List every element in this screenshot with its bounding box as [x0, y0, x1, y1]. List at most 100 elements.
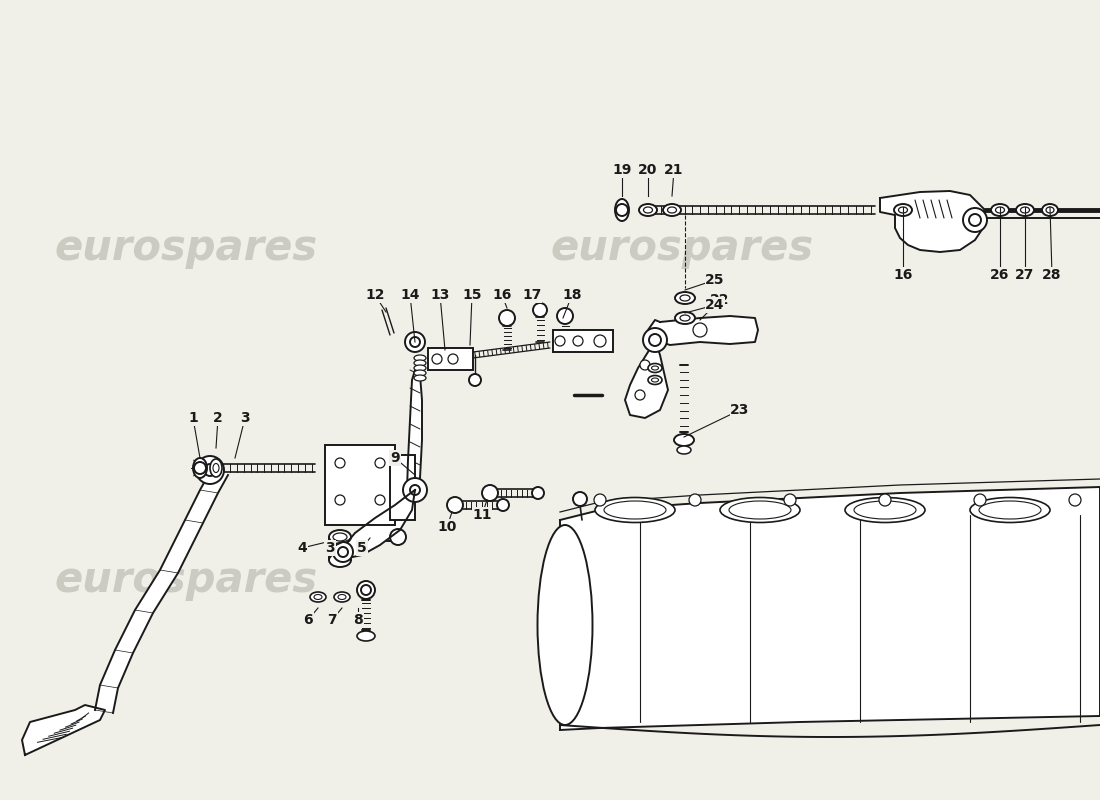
Ellipse shape — [639, 204, 657, 216]
Polygon shape — [407, 360, 422, 490]
Text: eurospares: eurospares — [55, 227, 318, 269]
Circle shape — [534, 303, 547, 317]
Ellipse shape — [314, 594, 322, 599]
Text: 15: 15 — [462, 288, 482, 302]
Text: 25: 25 — [705, 273, 725, 287]
Circle shape — [557, 308, 573, 324]
Text: 21: 21 — [664, 163, 684, 177]
Ellipse shape — [414, 375, 426, 381]
Ellipse shape — [329, 553, 351, 567]
Ellipse shape — [414, 365, 426, 371]
Ellipse shape — [414, 355, 426, 361]
Text: 11: 11 — [472, 508, 492, 522]
Text: 22: 22 — [711, 293, 729, 307]
Circle shape — [432, 354, 442, 364]
Circle shape — [482, 485, 498, 501]
Ellipse shape — [358, 631, 375, 641]
Ellipse shape — [414, 360, 426, 366]
Circle shape — [1069, 494, 1081, 506]
Ellipse shape — [991, 204, 1009, 216]
Text: 5: 5 — [358, 541, 367, 555]
Ellipse shape — [1016, 204, 1034, 216]
Polygon shape — [648, 316, 758, 345]
Ellipse shape — [668, 207, 676, 213]
Ellipse shape — [680, 295, 690, 301]
Text: 3: 3 — [240, 411, 250, 425]
Text: eurospares: eurospares — [55, 559, 318, 601]
Ellipse shape — [192, 458, 207, 478]
Text: eurospares: eurospares — [550, 227, 813, 269]
Ellipse shape — [1042, 204, 1058, 216]
Text: 10: 10 — [438, 520, 456, 534]
Ellipse shape — [595, 498, 675, 522]
Text: 16: 16 — [893, 268, 913, 282]
Circle shape — [358, 581, 375, 599]
Text: 2: 2 — [213, 411, 223, 425]
Text: 13: 13 — [430, 288, 450, 302]
Circle shape — [204, 464, 216, 476]
Bar — [553, 330, 613, 352]
Text: 4: 4 — [297, 541, 307, 555]
Text: 1: 1 — [188, 411, 198, 425]
Ellipse shape — [1046, 207, 1054, 213]
Bar — [390, 455, 415, 520]
Circle shape — [499, 310, 515, 326]
Text: 19: 19 — [613, 163, 631, 177]
Circle shape — [573, 336, 583, 346]
Text: 16: 16 — [493, 288, 512, 302]
Bar — [324, 445, 395, 525]
Ellipse shape — [213, 463, 219, 473]
Circle shape — [410, 485, 420, 495]
Ellipse shape — [970, 498, 1050, 522]
Circle shape — [375, 495, 385, 505]
Text: 17: 17 — [522, 288, 541, 302]
Circle shape — [594, 335, 606, 347]
Text: 12: 12 — [365, 288, 385, 302]
Text: 6: 6 — [304, 613, 312, 627]
Ellipse shape — [729, 501, 791, 519]
Text: 28: 28 — [1043, 268, 1062, 282]
Ellipse shape — [663, 204, 681, 216]
Ellipse shape — [854, 501, 916, 519]
Ellipse shape — [674, 434, 694, 446]
Circle shape — [375, 458, 385, 468]
Circle shape — [336, 458, 345, 468]
Circle shape — [469, 374, 481, 386]
Circle shape — [361, 585, 371, 595]
Ellipse shape — [338, 594, 346, 599]
Text: 27: 27 — [1015, 268, 1035, 282]
Circle shape — [410, 337, 420, 347]
Circle shape — [390, 529, 406, 545]
Ellipse shape — [604, 501, 666, 519]
Circle shape — [448, 354, 458, 364]
Text: 8: 8 — [353, 613, 363, 627]
Ellipse shape — [680, 315, 690, 321]
Ellipse shape — [414, 370, 426, 376]
Polygon shape — [345, 490, 415, 558]
Ellipse shape — [644, 207, 652, 213]
Text: 18: 18 — [562, 288, 582, 302]
Polygon shape — [880, 191, 984, 252]
Bar — [428, 348, 473, 370]
Text: 20: 20 — [638, 163, 658, 177]
Circle shape — [336, 495, 345, 505]
Ellipse shape — [329, 530, 351, 544]
Ellipse shape — [651, 378, 659, 382]
Circle shape — [333, 542, 353, 562]
Ellipse shape — [334, 592, 350, 602]
Circle shape — [693, 323, 707, 337]
Ellipse shape — [996, 207, 1004, 213]
Circle shape — [403, 478, 427, 502]
Text: 26: 26 — [990, 268, 1010, 282]
Circle shape — [532, 487, 544, 499]
Circle shape — [879, 494, 891, 506]
Polygon shape — [625, 340, 668, 418]
Text: 3: 3 — [326, 541, 334, 555]
Circle shape — [784, 494, 796, 506]
Circle shape — [447, 497, 463, 513]
Ellipse shape — [538, 525, 593, 725]
Circle shape — [969, 214, 981, 226]
Ellipse shape — [648, 363, 662, 373]
Ellipse shape — [845, 498, 925, 522]
Circle shape — [974, 494, 986, 506]
